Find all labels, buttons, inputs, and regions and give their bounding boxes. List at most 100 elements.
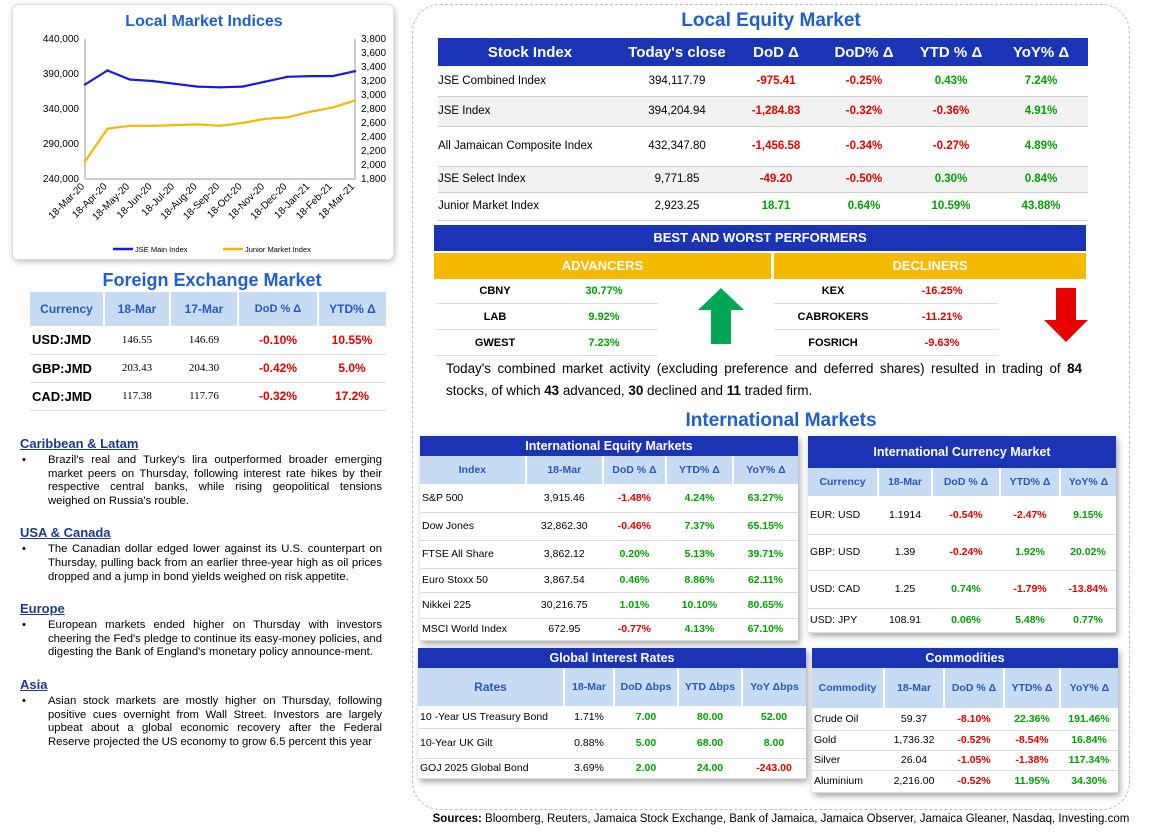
commodity-name: Gold bbox=[812, 730, 884, 751]
intl-equity-header-dod: DoD % Δ bbox=[602, 456, 667, 484]
intl-equity-yoy-value: 65.15% bbox=[732, 512, 798, 541]
performer-ticker: KEX bbox=[821, 285, 845, 297]
fx-date2-value: 146.69 bbox=[170, 326, 238, 355]
equity-dod-value: -1,284.83 bbox=[732, 96, 820, 127]
commodities-header-dod: DoD % Δ bbox=[944, 668, 1005, 708]
equity-index-name: JSE Combined Index bbox=[438, 66, 622, 97]
declined-count: 30 bbox=[628, 383, 644, 398]
intl-equity-row: Dow Jones 32,862.30 -0.46% 7.37% 65.15% bbox=[420, 512, 798, 541]
equity-row: JSE Select Index 9,771.85 -49.20 -0.50% 0.30… bbox=[438, 166, 1088, 193]
equity-table: Stock Index Today's close DoD Δ DoD% Δ Y… bbox=[438, 38, 1088, 221]
intl-currency-dod-value: 0.06% bbox=[932, 608, 1000, 633]
equity-header-ytd: YTD % Δ bbox=[919, 43, 983, 61]
intl-equity-row: S&P 500 3,915.46 -1.48% 4.24% 63.27% bbox=[420, 484, 798, 513]
equity-ytd-value: 0.43% bbox=[908, 66, 994, 97]
fx-currency: USD:JMD bbox=[30, 326, 104, 355]
commodity-name: Aluminium bbox=[812, 770, 884, 793]
intl-equity-table: International Equity Markets Index 18-Ma… bbox=[420, 436, 798, 641]
intl-equity-ytd-value: 5.13% bbox=[665, 540, 733, 569]
equity-yoy-value: 7.24% bbox=[994, 66, 1088, 97]
fx-date1-value: 203.43 bbox=[104, 354, 170, 383]
news-text-asia: Asian stock markets are mostly higher on… bbox=[20, 695, 382, 749]
series-point bbox=[151, 124, 154, 128]
series-point bbox=[196, 85, 199, 88]
performer-change: -11.21% bbox=[921, 311, 963, 323]
performers-title: BEST AND WORST PERFORMERS bbox=[434, 225, 1086, 251]
interest-rate-dod-value: 7.00 bbox=[614, 706, 678, 729]
intl-currency-ytd-value: 5.48% bbox=[1000, 608, 1060, 633]
intl-equity-dod-value: 0.20% bbox=[602, 540, 666, 569]
down-arrow-icon bbox=[1044, 288, 1088, 342]
fx-header-row: Currency 18-Mar 17-Mar DoD % Δ YTD% Δ bbox=[30, 292, 386, 326]
intl-equity-value: 3,915.46 bbox=[525, 484, 603, 513]
intl-equity-value: 3,862.12 bbox=[525, 540, 603, 569]
series-point bbox=[83, 83, 87, 86]
intl-currency-yoy-value: -13.84% bbox=[1060, 570, 1116, 609]
equity-index-name: JSE Index bbox=[438, 96, 622, 127]
news-heading-usa-canada[interactable]: USA & Canada bbox=[20, 525, 111, 541]
right-axis-tick-label: 2,400 bbox=[361, 132, 386, 143]
right-axis-tick-label: 3,600 bbox=[361, 48, 386, 59]
advancer-row: LAB 9.92% bbox=[436, 304, 658, 330]
decliner-row: FOSRICH -9.63% bbox=[774, 330, 998, 356]
right-axis-tick-label: 2,600 bbox=[361, 118, 386, 129]
left-axis-tick-label: 440,000 bbox=[43, 34, 80, 45]
intl-equity-dod-value: -0.77% bbox=[602, 618, 666, 641]
intl-equity-ytd-value: 10.10% bbox=[665, 592, 733, 619]
series-point bbox=[331, 74, 334, 78]
intl-equity-header-ytd: YTD% Δ bbox=[665, 456, 734, 484]
intl-equity-name: Dow Jones bbox=[420, 512, 526, 541]
performer-change: 30.77% bbox=[585, 285, 623, 297]
series-point bbox=[286, 75, 289, 79]
fx-title: Foreign Exchange Market bbox=[102, 270, 322, 290]
news-heading-asia[interactable]: Asia bbox=[20, 676, 48, 692]
fx-header-date1: 18-Mar bbox=[104, 292, 171, 326]
fx-date2-value: 117.76 bbox=[170, 382, 238, 411]
fx-dod-value: -0.32% bbox=[238, 382, 318, 411]
equity-close-value: 2,923.25 bbox=[622, 192, 732, 221]
intl-currency-header-ytd: YTD% Δ bbox=[1000, 468, 1061, 496]
performer-change: 9.92% bbox=[588, 311, 620, 323]
intl-currency-yoy-value: 9.15% bbox=[1060, 496, 1116, 535]
equity-row: Junior Market Index 2,923.25 18.71 0.64% 10.… bbox=[438, 192, 1088, 221]
commodity-dod-value: -0.52% bbox=[944, 770, 1004, 793]
interest-rate-ytd-value: 68.00 bbox=[678, 728, 742, 759]
news-heading-caribbean[interactable]: Caribbean & Latam bbox=[20, 436, 139, 451]
intl-currency-value: 108.91 bbox=[878, 608, 932, 633]
intl-currency-value: 1.39 bbox=[878, 534, 932, 571]
fx-row: GBP:JMD 203.43 204.30 -0.42% 5.0% bbox=[30, 354, 386, 383]
fx-header-ytd: YTD% Δ bbox=[329, 302, 376, 316]
news-item: Asia Asian stock markets are mostly high… bbox=[20, 677, 382, 749]
performer-ticker: CBNY bbox=[479, 285, 511, 297]
intl-currency-name: GBP: USD bbox=[808, 534, 878, 571]
performer-ticker: CABROKERS bbox=[797, 311, 869, 323]
intl-equity-dod-value: 0.46% bbox=[602, 568, 666, 593]
fx-row: CAD:JMD 117.38 117.76 -0.32% 17.2% bbox=[30, 382, 386, 411]
commodity-row: Gold 1,736.32 -0.52% -8.54% 16.84% bbox=[812, 730, 1118, 751]
performer-ticker: GWEST bbox=[474, 337, 516, 349]
intl-currency-header-date: 18-Mar bbox=[878, 468, 933, 496]
intl-equity-ytd-value: 8.86% bbox=[665, 568, 733, 593]
intl-currency-ytd-value: -1.79% bbox=[1000, 570, 1060, 609]
news-heading-europe[interactable]: Europe bbox=[20, 601, 65, 617]
interest-rate-value: 1.71% bbox=[564, 706, 614, 729]
interest-rates-header-yoy: YoY Δbps bbox=[750, 681, 799, 693]
interest-rate-dod-value: 2.00 bbox=[614, 758, 678, 779]
intl-equity-yoy-value: 63.27% bbox=[732, 484, 798, 513]
intl-equity-row: FTSE All Share 3,862.12 0.20% 5.13% 39.71% bbox=[420, 540, 798, 569]
intl-currency-name: USD: CAD bbox=[808, 570, 878, 609]
intl-currency-table: International Currency Market Currency 1… bbox=[808, 436, 1116, 633]
right-panel-border bbox=[412, 4, 1130, 810]
series-point bbox=[106, 69, 109, 72]
series-point bbox=[263, 117, 267, 121]
interest-rates-header-date: 18-Mar bbox=[564, 668, 615, 706]
equity-close-value: 432,347.80 bbox=[622, 126, 732, 167]
equity-dodp-value: -0.50% bbox=[820, 166, 908, 193]
equity-ytd-value: -0.36% bbox=[908, 96, 994, 127]
fx-table: Currency 18-Mar 17-Mar DoD % Δ YTD% Δ US… bbox=[30, 292, 386, 411]
series-point bbox=[83, 160, 87, 163]
commodities-header-date: 18-Mar bbox=[884, 668, 945, 708]
fx-header-dod: DoD % Δ bbox=[238, 292, 319, 326]
intl-equity-row: Euro Stoxx 50 3,867.54 0.46% 8.86% 62.11% bbox=[420, 568, 798, 593]
intl-currency-header-currency: Currency bbox=[808, 468, 879, 496]
